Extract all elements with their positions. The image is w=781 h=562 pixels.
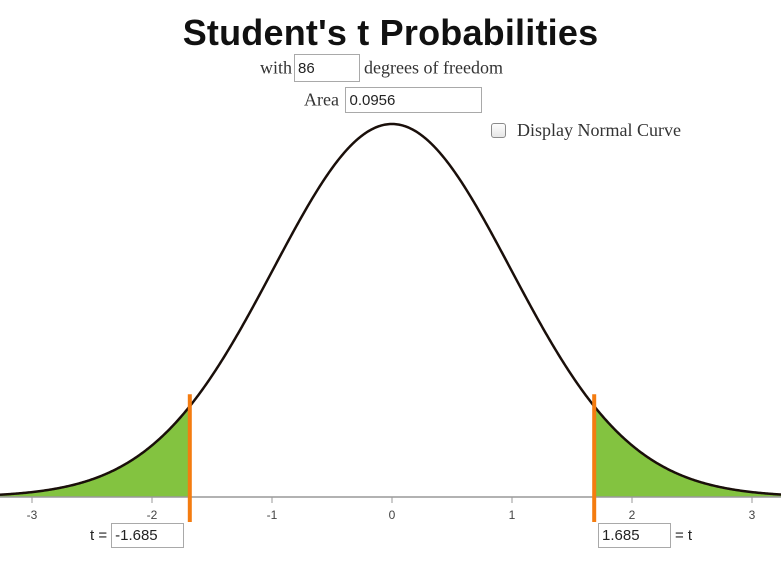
lower-t-input[interactable] — [111, 523, 185, 548]
upper-t-input[interactable] — [598, 523, 671, 548]
area-input[interactable] — [345, 87, 483, 113]
x-tick-label: 3 — [749, 508, 756, 522]
lower-t-label: t = — [90, 527, 108, 544]
area-label: Area — [304, 89, 339, 110]
x-tick-label: -1 — [267, 508, 278, 522]
upper-t-label: = t — [675, 527, 693, 544]
upper-tail-shade — [594, 406, 781, 497]
x-axis-ticks: -3 -2 -1 0 1 2 3 — [27, 497, 756, 522]
normal-curve-checkbox[interactable] — [491, 123, 506, 138]
x-tick-label: -3 — [27, 508, 38, 522]
x-tick-label: 0 — [389, 508, 396, 522]
upper-t-control: = t — [598, 523, 696, 548]
df-suffix-label: degrees of freedom — [364, 57, 503, 78]
x-tick-label: 2 — [629, 508, 636, 522]
df-row: with degrees of freedom — [260, 54, 503, 82]
normal-curve-label: Display Normal Curve — [517, 120, 681, 140]
x-tick-label: 1 — [509, 508, 516, 522]
df-prefix-label: with — [260, 57, 293, 78]
page-title: Student's t Probabilities — [182, 12, 599, 53]
display-normal-curve-toggle[interactable]: Display Normal Curve — [491, 120, 681, 141]
area-row: Area — [304, 87, 483, 113]
lower-t-control: t = — [86, 523, 185, 548]
degrees-of-freedom-input[interactable] — [294, 54, 361, 82]
x-tick-label: -2 — [147, 508, 158, 522]
density-curve — [0, 122, 781, 496]
lower-tail-shade — [0, 406, 190, 497]
